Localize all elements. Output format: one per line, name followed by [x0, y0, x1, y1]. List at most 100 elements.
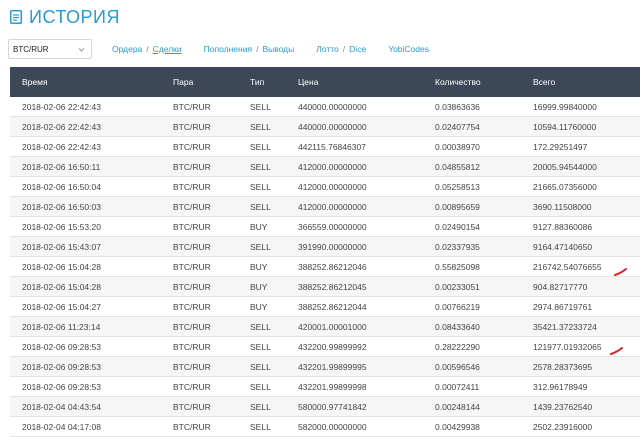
- table-body: 2018-02-06 22:42:43 BTC/RUR SELL 440000.000…: [10, 97, 640, 437]
- col-total[interactable]: Всего: [533, 77, 556, 87]
- cell-time: 2018-02-06 15:43:07: [10, 236, 173, 257]
- cell-amount: 0.28222290: [435, 336, 533, 357]
- cell-type: SELL: [250, 176, 298, 197]
- trade-history-table: Время Пара Тип Цена Количество Всего 201…: [10, 67, 640, 437]
- cell-amount: 0.02407754: [435, 116, 533, 137]
- nav-separator: /: [342, 44, 346, 54]
- page-header: ИСТОРИЯ: [10, 6, 120, 28]
- table-row: 2018-02-06 15:04:28 BTC/RUR BUY 388252.8621…: [10, 256, 640, 277]
- cell-pair[interactable]: BTC/RUR: [173, 97, 250, 117]
- cell-amount: 0.02337935: [435, 236, 533, 257]
- cell-total: 172.29251497: [533, 136, 640, 157]
- cell-pair[interactable]: BTC/RUR: [173, 396, 250, 417]
- cell-pair[interactable]: BTC/RUR: [173, 296, 250, 317]
- cell-total: 21665.07356000: [533, 176, 640, 197]
- cell-total: 35421.37233724: [533, 316, 640, 337]
- cell-amount: 0.00072411: [435, 376, 533, 397]
- cell-pair[interactable]: BTC/RUR: [173, 116, 250, 137]
- cell-pair[interactable]: BTC/RUR: [173, 236, 250, 257]
- cell-price: 432201.99899995: [298, 356, 435, 377]
- cell-pair[interactable]: BTC/RUR: [173, 176, 250, 197]
- cell-price: 432200.99899992: [298, 336, 435, 357]
- cell-type: SELL: [250, 196, 298, 217]
- cell-price: 391990.00000000: [298, 236, 435, 257]
- cell-total: 3690.11508000: [533, 196, 640, 217]
- cell-total: 312.96178949: [533, 376, 640, 397]
- cell-type: BUY: [250, 256, 298, 277]
- cell-total: 9127.88360086: [533, 216, 640, 237]
- col-pair[interactable]: Пара: [173, 77, 194, 87]
- cell-price: 420001.00001000: [298, 316, 435, 337]
- cell-pair[interactable]: BTC/RUR: [173, 256, 250, 277]
- cell-price: 440000.00000000: [298, 116, 435, 137]
- cell-time: 2018-02-06 15:53:20: [10, 216, 173, 237]
- nav-separator: /: [256, 44, 259, 54]
- cell-total: 2974.86719761: [533, 296, 640, 317]
- cell-time: 2018-02-06 09:28:53: [10, 356, 173, 377]
- table-row: 2018-02-06 15:53:20 BTC/RUR BUY 366559.0000…: [10, 216, 640, 237]
- cell-total: 20005.94544000: [533, 156, 640, 177]
- col-price[interactable]: Цена: [298, 77, 319, 87]
- nav-dice[interactable]: Dice: [349, 44, 367, 54]
- nav-lotto[interactable]: Лотто: [316, 44, 339, 54]
- cell-total: 9164.47140650: [533, 236, 640, 257]
- cell-pair[interactable]: BTC/RUR: [173, 336, 250, 357]
- nav-orders[interactable]: Ордера: [112, 44, 143, 54]
- cell-time: 2018-02-06 22:42:43: [10, 116, 173, 137]
- cell-pair[interactable]: BTC/RUR: [173, 216, 250, 237]
- cell-amount: 0.03863636: [435, 97, 533, 117]
- cell-time: 2018-02-06 09:28:53: [10, 376, 173, 397]
- table-row: 2018-02-06 15:04:28 BTC/RUR BUY 388252.8621…: [10, 276, 640, 297]
- cell-time: 2018-02-06 15:04:28: [10, 256, 173, 277]
- col-type[interactable]: Тип: [250, 77, 265, 87]
- cell-price: 432201.99899998: [298, 376, 435, 397]
- cell-pair[interactable]: BTC/RUR: [173, 156, 250, 177]
- cell-time: 2018-02-06 09:28:53: [10, 336, 173, 357]
- nav-deposits[interactable]: Пополнения: [203, 44, 253, 54]
- cell-time: 2018-02-06 15:04:28: [10, 276, 173, 297]
- table-header-row: Время Пара Тип Цена Количество Всего: [10, 67, 640, 97]
- table-row: 2018-02-06 22:42:43 BTC/RUR SELL 440000.000…: [10, 116, 640, 137]
- cell-time: 2018-02-04 04:43:54: [10, 396, 173, 417]
- table-row: 2018-02-06 15:04:27 BTC/RUR BUY 388252.8621…: [10, 296, 640, 317]
- cell-pair[interactable]: BTC/RUR: [173, 316, 250, 337]
- cell-pair[interactable]: BTC/RUR: [173, 276, 250, 297]
- cell-time: 2018-02-06 16:50:04: [10, 176, 173, 197]
- red-check-mark: [610, 343, 624, 355]
- cell-type: SELL: [250, 336, 298, 357]
- table-row: 2018-02-04 04:43:54 BTC/RUR SELL 580000.977…: [10, 396, 640, 417]
- cell-type: SELL: [250, 316, 298, 337]
- cell-amount: 0.08433640: [435, 316, 533, 337]
- pair-select[interactable]: BTC/RUR: [8, 39, 92, 59]
- nav-trades[interactable]: Сделки: [152, 44, 182, 54]
- history-nav: Ордера / Сделки Пополнения / Выводы Лотт…: [112, 44, 451, 54]
- col-time[interactable]: Время: [22, 77, 48, 87]
- table-row: 2018-02-04 04:17:08 BTC/RUR SELL 582000.000…: [10, 416, 640, 437]
- cell-type: BUY: [250, 276, 298, 297]
- cell-price: 412000.00000000: [298, 156, 435, 177]
- cell-amount: 0.05258513: [435, 176, 533, 197]
- cell-price: 442115.76846307: [298, 136, 435, 157]
- cell-pair[interactable]: BTC/RUR: [173, 196, 250, 217]
- cell-price: 388252.86212045: [298, 276, 435, 297]
- cell-type: SELL: [250, 396, 298, 417]
- cell-total: 216742.54076655: [533, 256, 640, 277]
- cell-amount: 0.55825098: [435, 256, 533, 277]
- cell-amount: 0.02490154: [435, 216, 533, 237]
- cell-price: 388252.86212044: [298, 296, 435, 317]
- nav-withdrawals[interactable]: Выводы: [262, 44, 295, 54]
- cell-time: 2018-02-06 15:04:27: [10, 296, 173, 317]
- cell-type: SELL: [250, 356, 298, 377]
- cell-amount: 0.00895659: [435, 196, 533, 217]
- cell-price: 412000.00000000: [298, 176, 435, 197]
- document-icon: [10, 10, 22, 24]
- cell-type: SELL: [250, 97, 298, 117]
- nav-yobicodes[interactable]: YobiCodes: [388, 44, 429, 54]
- cell-type: BUY: [250, 216, 298, 237]
- cell-pair[interactable]: BTC/RUR: [173, 356, 250, 377]
- table-row: 2018-02-06 16:50:03 BTC/RUR SELL 412000.000…: [10, 196, 640, 217]
- table-row: 2018-02-06 11:23:14 BTC/RUR SELL 420001.000…: [10, 316, 640, 337]
- cell-pair[interactable]: BTC/RUR: [173, 376, 250, 397]
- col-amount[interactable]: Количество: [435, 77, 481, 87]
- cell-pair[interactable]: BTC/RUR: [173, 136, 250, 157]
